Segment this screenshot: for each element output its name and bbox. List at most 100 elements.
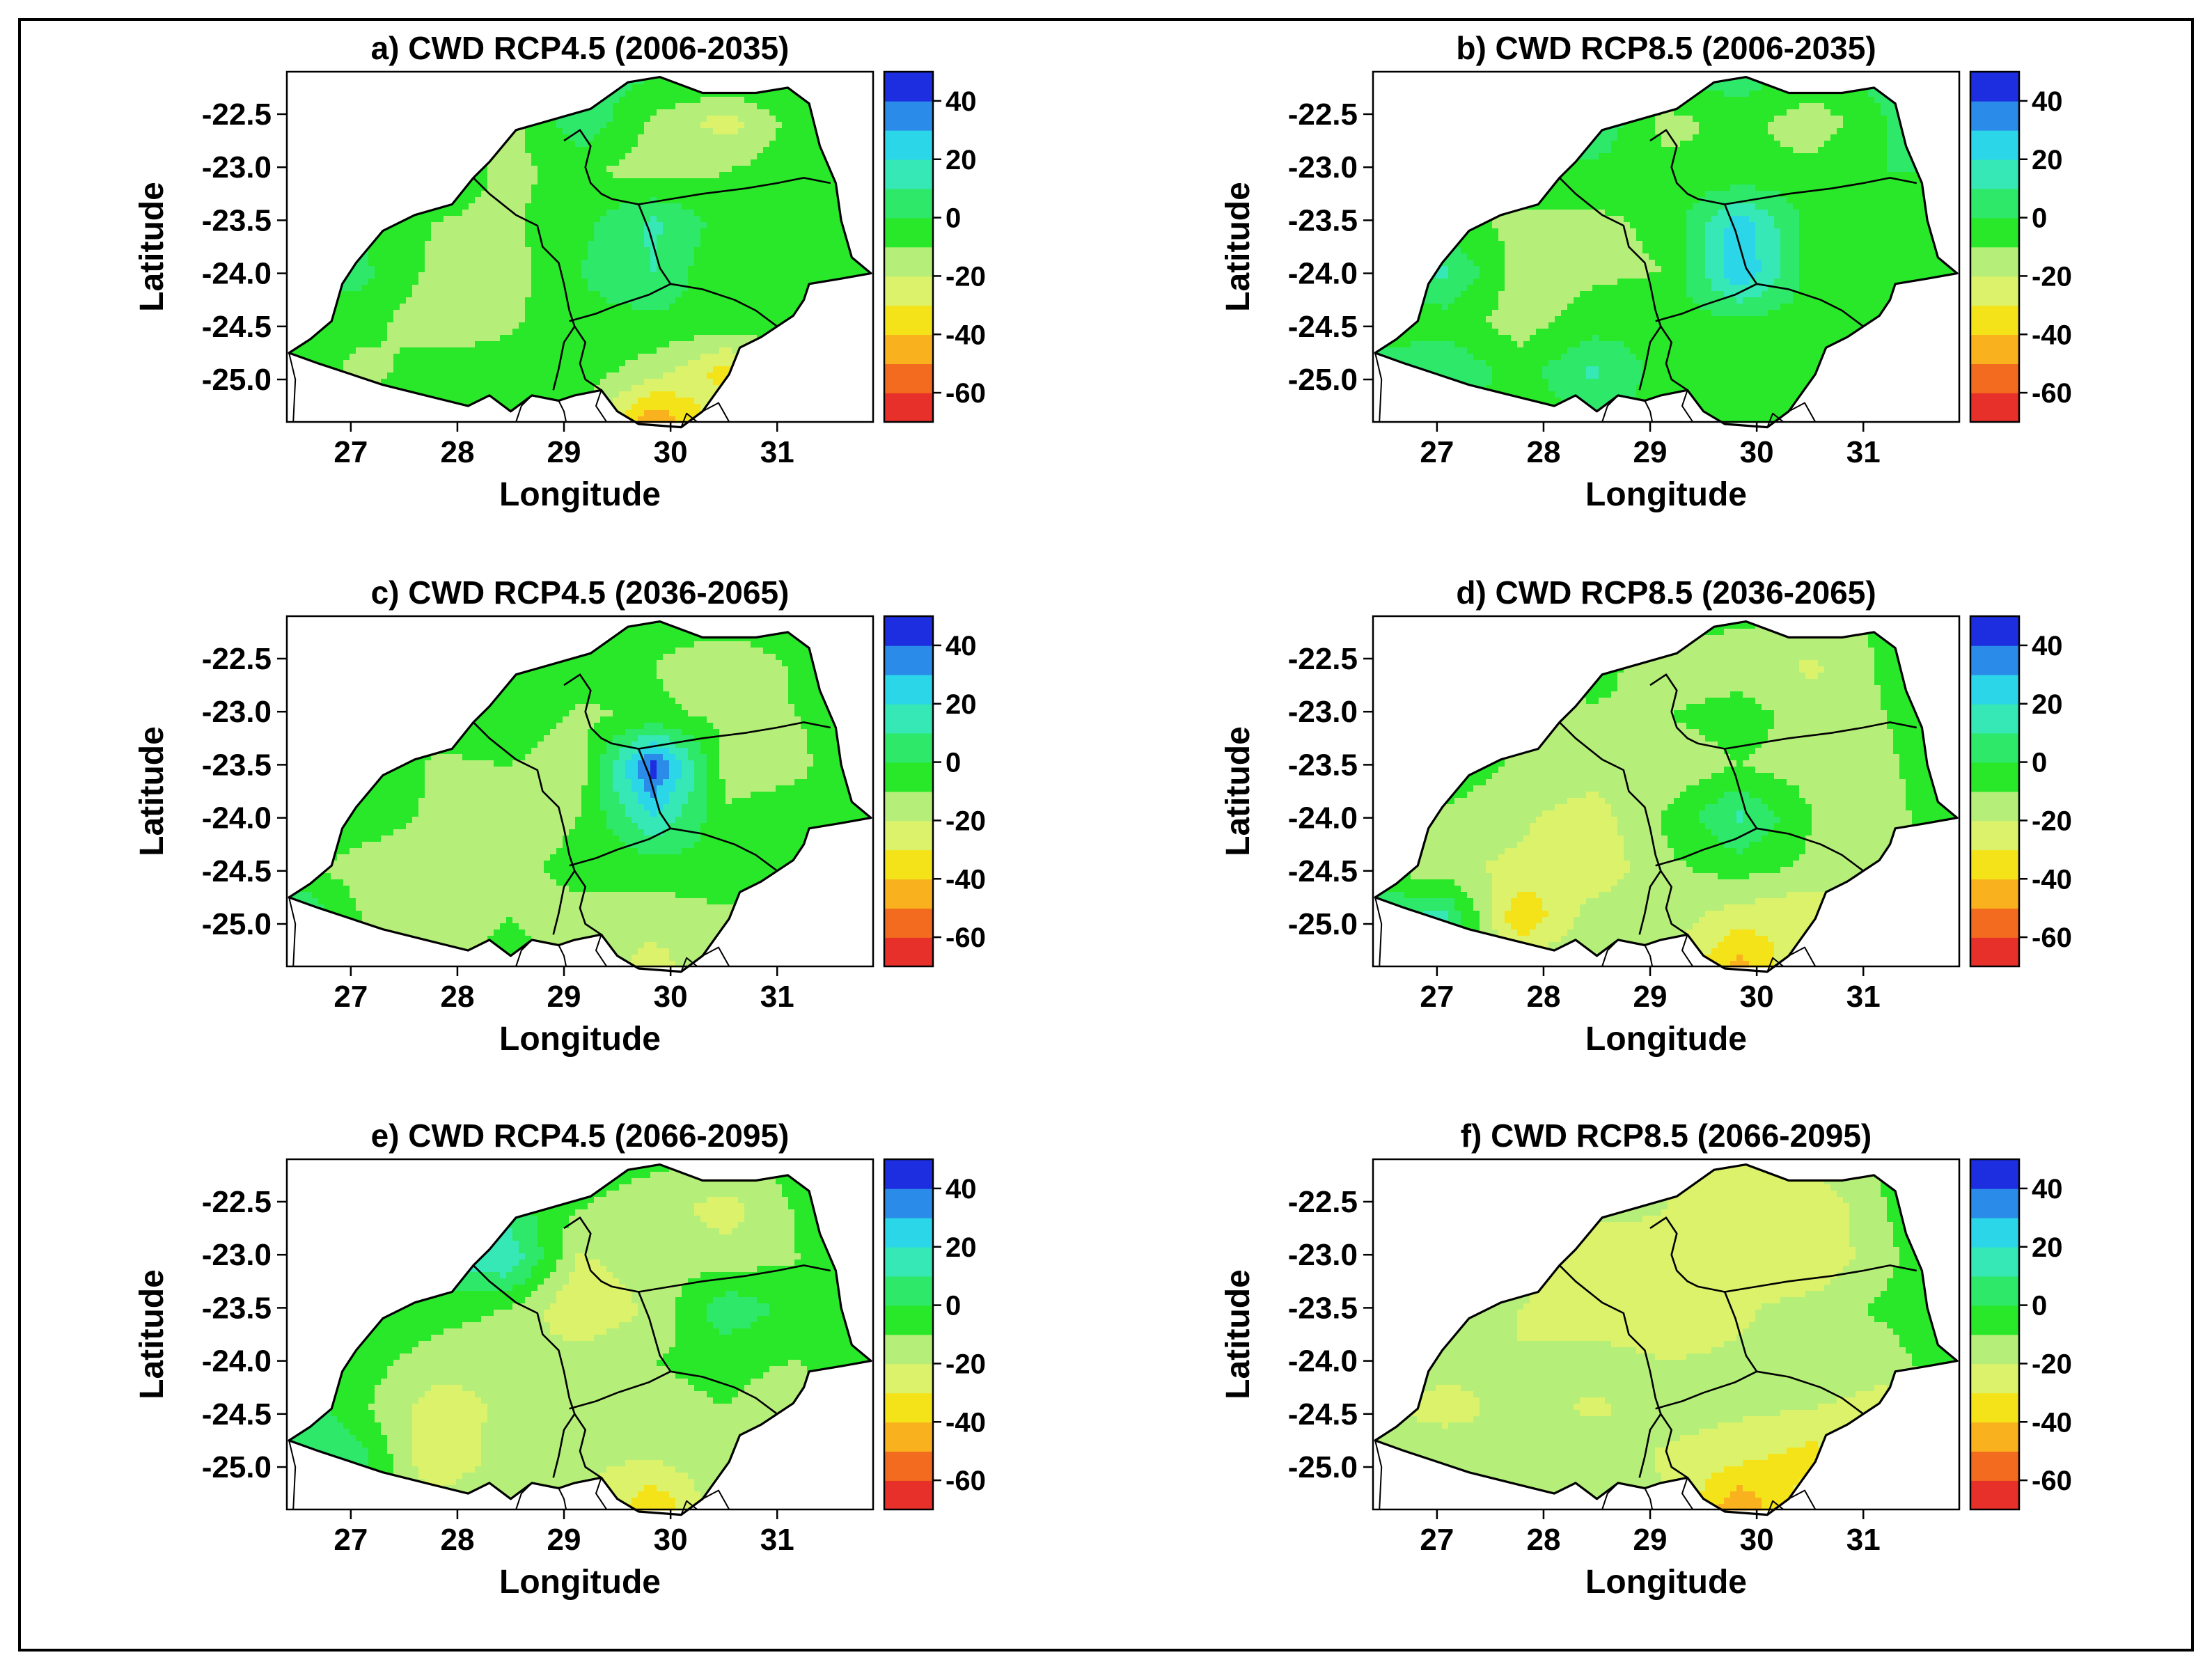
x-tick-label: 31 xyxy=(1846,435,1881,469)
district-boundary xyxy=(563,1216,831,1293)
district-boundary xyxy=(472,177,576,391)
colorbar-swatch xyxy=(884,188,933,219)
x-axis-label: Longitude xyxy=(1585,1021,1747,1058)
neighbour-boundary xyxy=(1681,934,1694,967)
x-tick-label: 30 xyxy=(1740,1523,1774,1557)
plot-frame xyxy=(285,1158,874,1511)
y-tick-label: -25.0 xyxy=(1288,363,1358,397)
x-tick-label: 30 xyxy=(1740,980,1774,1014)
district-boundary xyxy=(1649,1216,1917,1293)
y-tick-label: -23.5 xyxy=(202,1291,272,1325)
district-boundary xyxy=(637,204,778,327)
y-tick-label: -22.5 xyxy=(1288,642,1358,676)
district-boundary xyxy=(574,870,602,936)
colorbar-swatch xyxy=(884,305,933,336)
colorbar-tick-label: 20 xyxy=(946,145,977,175)
colorbar: 40 20 0 -20 -40 -60 xyxy=(1969,615,2072,968)
neighbour-boundary xyxy=(558,400,567,423)
neighbour-boundary xyxy=(702,1489,730,1510)
x-tick-label: 28 xyxy=(440,1523,474,1557)
panel-title: f) CWD RCP8.5 (2066-2095) xyxy=(1461,1117,1872,1154)
y-tick-label: -24.5 xyxy=(1288,854,1358,888)
y-tick-label: -23.0 xyxy=(202,695,272,729)
x-tick-label: 29 xyxy=(1633,435,1668,469)
x-tick-label: 29 xyxy=(1633,1523,1668,1557)
colorbar-swatch xyxy=(884,1451,933,1481)
colorbar-swatch xyxy=(884,674,933,705)
x-axis-label: Longitude xyxy=(499,1021,661,1058)
colorbar-swatch xyxy=(1970,334,2019,364)
colorbar-tick-label: -40 xyxy=(2032,320,2072,350)
district-boundary xyxy=(1723,748,1864,872)
colorbar-swatch xyxy=(884,762,933,792)
plot-frame xyxy=(1372,1158,1961,1511)
y-tick-label: -24.0 xyxy=(1288,801,1358,836)
x-tick-label: 27 xyxy=(334,1523,368,1557)
y-tick-label: -23.5 xyxy=(1288,1291,1358,1325)
colorbar-swatch xyxy=(1970,72,2019,102)
plot-frame xyxy=(1372,615,1961,968)
colorbar-swatch xyxy=(884,703,933,734)
y-tick-label: -23.0 xyxy=(1288,1238,1358,1272)
neighbour-boundary xyxy=(515,1482,533,1510)
colorbar-swatch xyxy=(1970,100,2019,131)
y-tick-label: -25.0 xyxy=(1288,1450,1358,1484)
x-tick-label: 31 xyxy=(760,1523,794,1557)
colorbar-tick-label: 0 xyxy=(946,1291,961,1321)
colorbar-tick-label: -40 xyxy=(946,1407,986,1438)
colorbar-swatch xyxy=(1970,363,2019,393)
y-tick-label: -25.0 xyxy=(202,1450,272,1484)
panel-title: b) CWD RCP8.5 (2006-2035) xyxy=(1456,30,1876,66)
colorbar-frame xyxy=(883,70,934,423)
y-tick-label: -23.5 xyxy=(1288,748,1358,782)
district-boundary xyxy=(1558,177,1662,391)
colorbar-swatch xyxy=(1970,1480,2019,1510)
y-tick-label: -23.0 xyxy=(1288,150,1358,185)
colorbar-swatch xyxy=(884,879,933,909)
y-tick-label: -22.5 xyxy=(1288,97,1358,132)
y-tick-label: -24.0 xyxy=(202,1344,272,1379)
district-boundary xyxy=(569,283,671,322)
colorbar-tick-label: -60 xyxy=(2032,1466,2072,1496)
colorbar-swatch xyxy=(884,217,933,248)
colorbar-swatch xyxy=(1970,1305,2019,1335)
district-boundary xyxy=(1660,870,1688,936)
district-boundary xyxy=(1655,827,1757,867)
colorbar-swatch xyxy=(884,1276,933,1306)
x-tick-label: 29 xyxy=(547,435,581,469)
colorbar-swatch xyxy=(1970,645,2019,675)
colorbar-swatch xyxy=(884,1363,933,1394)
colorbar-swatch xyxy=(884,1422,933,1452)
colorbar-swatch xyxy=(1970,1363,2019,1394)
x-tick-label: 28 xyxy=(1526,435,1560,469)
y-axis-label: Latitude xyxy=(1220,1269,1257,1399)
neighbour-boundary xyxy=(1788,1489,1817,1510)
neighbour-boundary xyxy=(1601,1482,1619,1510)
x-tick-label: 28 xyxy=(440,980,474,1014)
neighbour-boundary xyxy=(558,1488,567,1510)
y-tick-label: -24.0 xyxy=(202,801,272,836)
colorbar-swatch xyxy=(1970,188,2019,219)
colorbar-tick-label: 20 xyxy=(2032,689,2063,720)
district-boundary xyxy=(472,721,576,935)
neighbour-boundary xyxy=(558,945,567,967)
neighbour-boundary xyxy=(1788,402,1817,423)
colorbar-frame xyxy=(1969,615,2021,968)
colorbar-swatch xyxy=(1970,1334,2019,1365)
panel-title: c) CWD RCP4.5 (2036-2065) xyxy=(371,574,790,611)
neighbour-boundary xyxy=(1681,389,1694,423)
y-tick-label: -24.5 xyxy=(1288,310,1358,344)
colorbar-frame xyxy=(1969,70,2021,423)
colorbar-tick-label: -20 xyxy=(2032,806,2072,836)
y-tick-label: -25.0 xyxy=(202,907,272,941)
colorbar-tick-label: 40 xyxy=(2032,86,2063,117)
colorbar-swatch xyxy=(884,820,933,851)
neighbour-boundary xyxy=(288,352,297,423)
colorbar-tick-label: -40 xyxy=(946,320,986,350)
colorbar-swatch xyxy=(884,1246,933,1277)
colorbar-tick-label: 0 xyxy=(946,748,961,778)
district-boundary xyxy=(1649,673,1917,750)
district-boundary xyxy=(1660,1413,1688,1479)
colorbar-swatch xyxy=(884,645,933,675)
colorbar-swatch xyxy=(1970,305,2019,336)
